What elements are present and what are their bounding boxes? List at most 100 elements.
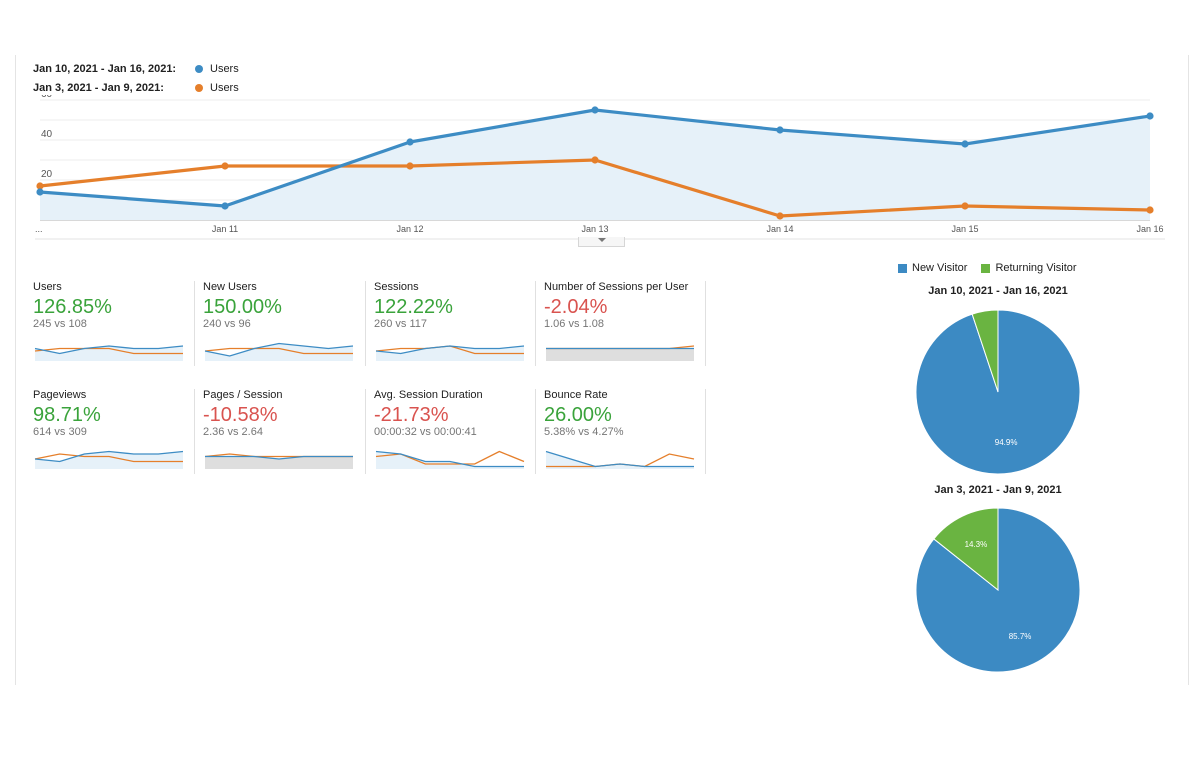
chart-collapse-toggle[interactable]	[578, 237, 625, 247]
previous-series-point[interactable]	[36, 182, 44, 190]
sparkline-area	[546, 451, 694, 469]
current-series-point[interactable]	[591, 106, 599, 114]
sparkline-previous	[34, 347, 183, 355]
card-divider	[194, 389, 195, 474]
pie-title-current: Jan 10, 2021 - Jan 16, 2021	[928, 285, 1068, 297]
sparkline-current	[545, 450, 694, 468]
metric-card[interactable]: Avg. Session Duration -21.73% 00:00:32 vs …	[374, 389, 534, 474]
pie-slice-label: 14.3%	[965, 540, 988, 549]
card-divider	[705, 389, 706, 474]
metric-comparison: 2.36 vs 2.64	[203, 426, 263, 438]
metric-card[interactable]: Sessions 122.22% 260 vs 117	[374, 281, 534, 366]
metric-title: Avg. Session Duration	[374, 389, 483, 401]
legend-range: Jan 10, 2021 - Jan 16, 2021:	[33, 62, 177, 75]
current-series-point[interactable]	[1146, 112, 1154, 120]
sparkline	[545, 450, 695, 469]
previous-series-point[interactable]	[221, 162, 229, 170]
sparkline-area	[205, 343, 353, 361]
card-divider	[194, 281, 195, 366]
metric-card[interactable]: Users 126.85% 245 vs 108	[33, 281, 193, 366]
metric-title: Pages / Session	[203, 389, 283, 401]
metric-comparison: 00:00:32 vs 00:00:41	[374, 426, 477, 438]
legend-metric: Users	[210, 62, 239, 75]
sparkline-previous	[204, 347, 353, 355]
x-tick-label: Jan 15	[951, 224, 978, 234]
y-tick-label: 60	[41, 95, 53, 100]
sparkline-previous	[34, 453, 183, 463]
panel-border-left	[15, 55, 16, 685]
metric-change: 126.85%	[33, 296, 112, 318]
metric-comparison: 1.06 vs 1.08	[544, 318, 604, 330]
x-tick-label: Jan 14	[766, 224, 793, 234]
pie-slice-returning-visitor[interactable]	[933, 507, 999, 592]
legend-range: Jan 3, 2021 - Jan 9, 2021:	[33, 81, 164, 94]
card-divider	[365, 389, 366, 474]
metric-comparison: 5.38% vs 4.27%	[544, 426, 624, 438]
previous-series-point[interactable]	[961, 202, 969, 210]
previous-series-point[interactable]	[776, 212, 784, 220]
x-tick-label: Jan 12	[396, 224, 423, 234]
metric-card[interactable]: Bounce Rate 26.00% 5.38% vs 4.27%	[544, 389, 704, 474]
pie-slice-label: 94.9%	[995, 438, 1018, 447]
sparkline	[204, 453, 353, 469]
previous-series-point[interactable]	[1146, 206, 1154, 214]
previous-series-point[interactable]	[591, 156, 599, 164]
sparkline	[204, 342, 354, 361]
pie-chart-current[interactable]: 94.9%	[915, 309, 1081, 475]
metric-comparison: 240 vs 96	[203, 318, 251, 330]
metric-card[interactable]: Pageviews 98.71% 614 vs 309	[33, 389, 193, 474]
card-divider	[365, 281, 366, 366]
users-line-chart[interactable]: 60 40 20... Jan 11 Jan 12 Jan 13 Jan 14 Jan 15 J…	[0, 95, 1198, 240]
sparkline-area	[35, 346, 183, 361]
pie-title-previous: Jan 3, 2021 - Jan 9, 2021	[934, 484, 1062, 496]
current-series-point[interactable]	[221, 202, 229, 210]
pie-slice-returning-visitor[interactable]	[971, 309, 999, 393]
pie-legend-returning-visitor: Returning Visitor	[995, 262, 1077, 274]
metric-card[interactable]: Pages / Session -10.58% 2.36 vs 2.64	[203, 389, 363, 474]
metric-change: -21.73%	[374, 404, 449, 426]
current-series-point[interactable]	[406, 138, 414, 146]
card-divider	[535, 281, 536, 366]
metric-change: 26.00%	[544, 404, 612, 426]
metric-title: Sessions	[374, 281, 419, 293]
metric-title: New Users	[203, 281, 257, 293]
metric-card[interactable]: Number of Sessions per User -2.04% 1.06 vs…	[544, 281, 704, 366]
pie-chart-previous[interactable]: 85.7% 14.3%	[915, 507, 1081, 673]
pie-legend: New Visitor Returning Visitor	[898, 262, 1077, 274]
metric-title: Bounce Rate	[544, 389, 608, 401]
x-tick-label: Jan 13	[581, 224, 608, 234]
sparkline	[546, 345, 695, 361]
metric-change: 150.00%	[203, 296, 282, 318]
sparkline-area	[205, 456, 353, 469]
new-visitor-swatch	[898, 263, 907, 273]
y-tick-label: 20	[41, 169, 53, 180]
metric-card[interactable]: New Users 150.00% 240 vs 96	[203, 281, 363, 366]
sparkline-area	[35, 451, 183, 469]
sparkline-area	[376, 346, 524, 361]
legend-metric: Users	[210, 81, 239, 94]
pie-legend-new-visitor: New Visitor	[912, 262, 968, 274]
card-divider	[705, 281, 706, 366]
current-series-point[interactable]	[776, 126, 784, 134]
metric-title: Users	[33, 281, 62, 293]
sparkline-area	[546, 348, 694, 361]
metric-change: -10.58%	[203, 404, 278, 426]
line-chart-legend: Jan 10, 2021 - Jan 16, 2021: Users Jan 3…	[33, 59, 239, 97]
pie-slice-label: 85.7%	[1009, 632, 1032, 641]
sparkline-current	[205, 455, 353, 460]
legend-dot-previous	[195, 83, 203, 92]
sparkline-current	[375, 345, 525, 355]
previous-series-point[interactable]	[406, 162, 414, 170]
metric-title: Number of Sessions per User	[544, 281, 689, 293]
returning-visitor-swatch	[981, 263, 991, 273]
metric-comparison: 614 vs 309	[33, 426, 87, 438]
current-series-point[interactable]	[961, 140, 969, 148]
metric-change: 122.22%	[374, 296, 453, 318]
current-series-point[interactable]	[36, 188, 44, 196]
y-tick-label: 40	[41, 129, 53, 140]
metric-comparison: 245 vs 108	[33, 318, 87, 330]
x-tick-label: Jan 16	[1136, 224, 1163, 234]
x-tick-label: ...	[35, 224, 43, 234]
metric-comparison: 260 vs 117	[374, 318, 428, 330]
panel-border-right	[1188, 55, 1189, 685]
